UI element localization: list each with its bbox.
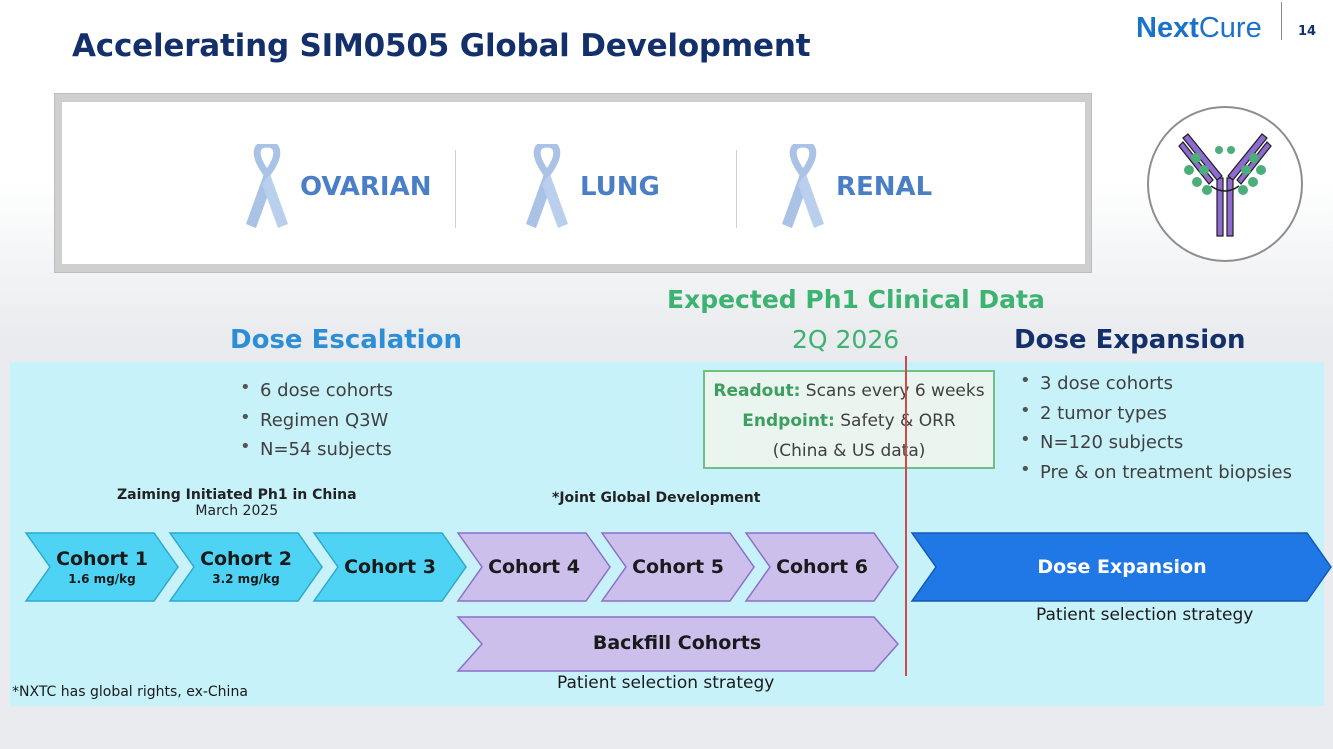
- readout-label: Readout:: [713, 381, 801, 401]
- backfill-label: Backfill Cohorts: [592, 632, 762, 654]
- readout-note: (China & US data): [772, 441, 926, 461]
- divider: [455, 150, 456, 228]
- cohort-1-label: Cohort 1 1.6 mg/kg: [56, 548, 148, 586]
- cohort-4-label: Cohort 4: [488, 556, 580, 578]
- endpoint-label: Endpoint:: [742, 411, 835, 431]
- expansion-bullets: 3 dose cohorts 2 tumor types N=120 subje…: [1020, 366, 1292, 488]
- initiated-title: Zaiming Initiated Ph1 in China: [117, 487, 357, 503]
- footnote: *NXTC has global rights, ex-China: [12, 684, 248, 700]
- list-item: 3 dose cohorts: [1020, 366, 1292, 399]
- list-item: 2 tumor types: [1020, 396, 1292, 429]
- list-item: 6 dose cohorts: [240, 373, 393, 406]
- antibody-icon: [1178, 133, 1272, 237]
- expected-data-title: Expected Ph1 Clinical Data: [667, 285, 1045, 314]
- backfill-chevron: [456, 616, 900, 672]
- page-number: 14: [1298, 24, 1317, 39]
- dose-escalation-title: Dose Escalation: [230, 325, 462, 355]
- escalation-bullets: 6 dose cohorts Regimen Q3W N=54 subjects: [240, 373, 393, 465]
- company-logo: NextCure: [1136, 12, 1262, 44]
- cohort-3-label: Cohort 3: [344, 556, 436, 578]
- indication-label: RENAL: [836, 172, 933, 202]
- dose-expansion-arrow: [910, 532, 1332, 602]
- data-readout-line: [905, 356, 907, 676]
- indication-renal: RENAL: [778, 142, 932, 232]
- cohort-4-chevron: [456, 532, 611, 602]
- dose-expansion-arrow-label: Dose Expansion: [1037, 556, 1207, 578]
- cohort-chevrons: [24, 532, 900, 672]
- dose-expansion-title: Dose Expansion: [1014, 325, 1246, 355]
- endpoint-text: Safety & ORR: [840, 411, 956, 431]
- cohort-6-label: Cohort 6: [776, 556, 868, 578]
- indication-lung: LUNG: [522, 142, 660, 232]
- cohort-5-chevron: [600, 532, 755, 602]
- cohort-5-label: Cohort 5: [632, 556, 724, 578]
- cohort-1-chevron: [24, 532, 179, 602]
- list-item: Pre & on treatment biopsies: [1020, 455, 1292, 488]
- list-item: N=54 subjects: [240, 432, 393, 465]
- indication-label: OVARIAN: [300, 172, 432, 202]
- readout-text: Scans every 6 weeks: [805, 381, 985, 401]
- expansion-caption: Patient selection strategy: [1036, 605, 1254, 625]
- ribbon-icon: [526, 144, 568, 228]
- list-item: Regimen Q3W: [240, 403, 393, 436]
- expected-data-date: 2Q 2026: [792, 325, 900, 354]
- cohort-3-chevron: [312, 532, 467, 602]
- ribbon-icon: [246, 144, 288, 228]
- cohort-6-chevron: [744, 532, 899, 602]
- initiated-date: March 2025: [195, 503, 279, 519]
- divider: [736, 150, 737, 228]
- indication-label: LUNG: [580, 172, 660, 202]
- indication-ovarian: OVARIAN: [242, 142, 431, 232]
- antibody-illustration: [1147, 106, 1303, 262]
- list-item: N=120 subjects: [1020, 425, 1292, 458]
- page-title: Accelerating SIM0505 Global Development: [72, 28, 811, 64]
- ribbon-icon: [782, 144, 824, 228]
- cohort-2-chevron: [168, 532, 323, 602]
- indications-panel: OVARIAN LUNG RENAL: [55, 94, 1091, 272]
- logo-divider: [1281, 2, 1282, 40]
- joint-note: *Joint Global Development: [552, 490, 761, 506]
- readout-box: Readout: Scans every 6 weeks Endpoint: S…: [703, 370, 995, 469]
- cohort-2-label: Cohort 2 3.2 mg/kg: [200, 548, 292, 586]
- initiated-note: Zaiming Initiated Ph1 in China March 202…: [117, 487, 357, 519]
- backfill-caption: Patient selection strategy: [557, 673, 775, 693]
